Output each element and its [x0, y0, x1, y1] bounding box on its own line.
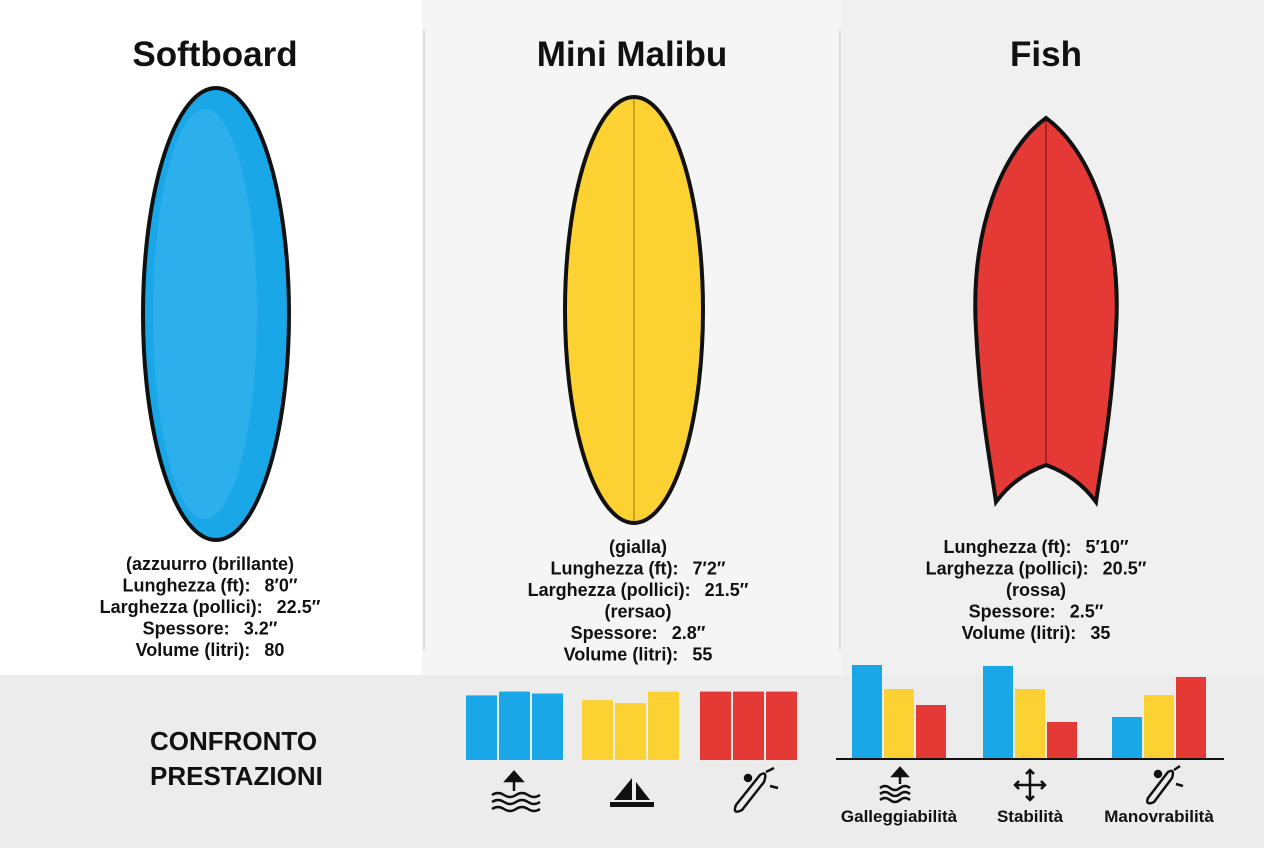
section-title: CONFRONTO: [150, 726, 317, 756]
bar: [582, 700, 613, 760]
spec-label: (azzuurro (brillante): [126, 554, 294, 574]
icon-stability: [1013, 768, 1047, 802]
bar: [983, 666, 1013, 758]
spec-value: 3.2″: [244, 618, 278, 638]
spec-line: Volume (litri): 55: [564, 644, 713, 664]
spec-label: Larghezza (pollici):: [926, 558, 1089, 578]
category-label: Manovrabilità: [1104, 807, 1214, 826]
spec-label: Volume (litri):: [136, 640, 251, 660]
spec-label: Spessore:: [143, 618, 230, 638]
bar: [700, 691, 731, 760]
section-title: PRESTAZIONI: [150, 761, 323, 791]
spec-value: 80: [264, 640, 284, 660]
bar: [1144, 695, 1174, 758]
bar: [1015, 689, 1045, 758]
spec-label: (rossa): [1006, 580, 1066, 600]
spec-label: Spessore:: [571, 623, 658, 643]
bar: [499, 691, 530, 760]
bar: [1112, 717, 1142, 758]
spec-label: Larghezza (pollici):: [100, 597, 263, 617]
spec-line: Lunghezza (ft): 7′2″: [551, 558, 726, 578]
bar: [648, 691, 679, 760]
spec-value: 2.5″: [1070, 601, 1104, 621]
spec-value: 8′0″: [265, 575, 298, 595]
spec-line: Spessore: 3.2″: [143, 618, 278, 638]
spec-line: Volume (litri): 35: [962, 623, 1111, 643]
bar: [733, 691, 764, 760]
spec-value: 5′10″: [1085, 537, 1128, 557]
spec-label: (gialla): [609, 537, 667, 557]
spec-line: Larghezza (pollici): 20.5″: [926, 558, 1147, 578]
spec-value: 21.5″: [705, 580, 749, 600]
icon-stability: [610, 778, 654, 807]
spec-line: (rossa): [1006, 580, 1066, 600]
spec-label: Volume (litri):: [962, 623, 1077, 643]
icon-maneuver: [1146, 764, 1184, 805]
spec-line: Lunghezza (ft): 5′10″: [944, 537, 1129, 557]
spec-value: 55: [692, 644, 712, 664]
spec-line: Spessore: 2.5″: [969, 601, 1104, 621]
bar: [466, 695, 497, 760]
spec-label: Larghezza (pollici):: [528, 580, 691, 600]
bar: [916, 705, 946, 758]
board-title: Mini Malibu: [537, 35, 728, 74]
spec-line: Volume (litri): 80: [136, 640, 285, 660]
spec-line: Spessore: 2.8″: [571, 623, 706, 643]
spec-line: (rersao): [604, 601, 671, 621]
spec-label: Lunghezza (ft):: [551, 558, 679, 578]
spec-label: (rersao): [604, 601, 671, 621]
category-label: Galleggiabilità: [841, 807, 958, 826]
spec-line: Larghezza (pollici): 21.5″: [528, 580, 749, 600]
spec-label: Lunghezza (ft):: [123, 575, 251, 595]
spec-value: 22.5″: [277, 597, 321, 617]
bar: [615, 703, 646, 760]
spec-label: Spessore:: [969, 601, 1056, 621]
spec-line: (gialla): [609, 537, 667, 557]
category-label: Stabilità: [997, 807, 1064, 826]
spec-line: Larghezza (pollici): 22.5″: [100, 597, 321, 617]
bar: [884, 689, 914, 758]
bar: [532, 693, 563, 760]
board-title: Softboard: [132, 35, 297, 74]
board-title: Fish: [1010, 35, 1082, 74]
spec-value: 2.8″: [672, 623, 706, 643]
bar: [852, 665, 882, 758]
icon-float: [491, 770, 541, 813]
spec-value: 20.5″: [1103, 558, 1147, 578]
bar: [1176, 677, 1206, 758]
spec-line: Lunghezza (ft): 8′0″: [123, 575, 298, 595]
spec-line: (azzuurro (brillante): [126, 554, 294, 574]
spec-label: Lunghezza (ft):: [944, 537, 1072, 557]
spec-label: Volume (litri):: [564, 644, 679, 664]
spec-value: 7′2″: [693, 558, 726, 578]
spec-value: 35: [1090, 623, 1110, 643]
bar: [766, 691, 797, 760]
softboard: [141, 86, 291, 542]
board-shine: [153, 109, 257, 519]
icon-maneuver: [733, 766, 779, 813]
bar: [1047, 722, 1077, 758]
icon-float: [879, 766, 911, 804]
